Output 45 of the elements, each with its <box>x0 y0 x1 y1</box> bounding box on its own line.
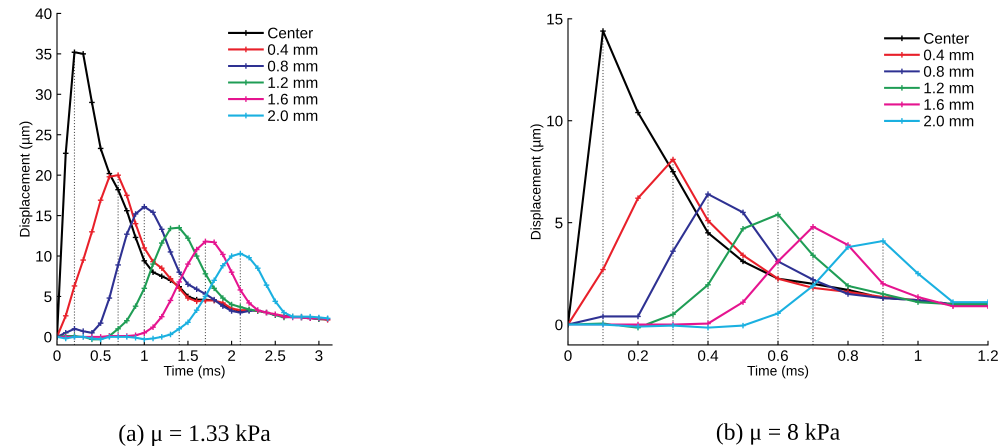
x-tick-label: 0 <box>564 350 572 362</box>
x-tick-label: 0.2 <box>628 350 648 362</box>
legend-label: 0.4 mm <box>268 44 318 55</box>
x-tick-label: 1.2 <box>978 350 998 361</box>
y-tick-label: 30 <box>36 89 52 100</box>
y-tick-label: 0 <box>44 332 52 343</box>
x-tick-label: 0 <box>53 350 61 362</box>
y-tick-label: 40 <box>36 8 52 20</box>
y-axis-title: Displacement (µm) <box>19 122 32 236</box>
y-tick-label: 35 <box>36 48 52 60</box>
y-tick-label: 10 <box>547 116 563 126</box>
legend-label: 0.4 mm <box>924 50 974 60</box>
x-axis-title: Time (ms) <box>164 365 225 378</box>
legend-label: 1.6 mm <box>268 94 318 105</box>
y-tick-label: 20 <box>36 170 52 181</box>
y-tick-label: 25 <box>36 130 52 140</box>
legend-label: 2.0 mm <box>924 116 974 126</box>
y-tick-label: 5 <box>44 291 52 302</box>
y-tick-label: 15 <box>36 210 52 222</box>
legend-label: 0.8 mm <box>924 66 974 77</box>
x-tick-label: 0.8 <box>838 350 858 362</box>
x-tick-label: 1 <box>914 350 922 361</box>
y-tick-label: 15 <box>547 14 562 24</box>
text: (b) μ = 8 kPa <box>716 423 840 445</box>
y-tick-label: 5 <box>555 218 562 228</box>
legend-label: 1.2 mm <box>924 82 974 94</box>
legend-label: 2.0 mm <box>268 110 318 122</box>
x-tick-label: 3 <box>315 350 322 362</box>
legend-label: Center <box>924 32 969 44</box>
x-tick-label: 0.6 <box>768 350 788 362</box>
legend-label: 1.6 mm <box>924 99 974 110</box>
x-tick-label: 1.5 <box>178 350 198 362</box>
x-tick-label: 1 <box>141 350 148 361</box>
x-tick-label: 0.5 <box>90 350 111 362</box>
y-tick-label: 10 <box>36 250 52 262</box>
x-tick-label: 0.4 <box>698 350 718 362</box>
x-tick-label: 2 <box>228 350 236 361</box>
x-axis-title: Time (ms) <box>747 365 808 378</box>
text: (a) μ = 1.33 kPa <box>119 424 270 446</box>
y-axis-title: Displacement (µm) <box>530 124 544 240</box>
legend-label: 1.2 mm <box>268 77 318 88</box>
y-tick-label: 0 <box>555 319 563 330</box>
x-tick-label: 2.5 <box>265 350 286 362</box>
legend-label: Center <box>268 28 313 38</box>
legend-label: 0.8 mm <box>268 60 318 72</box>
